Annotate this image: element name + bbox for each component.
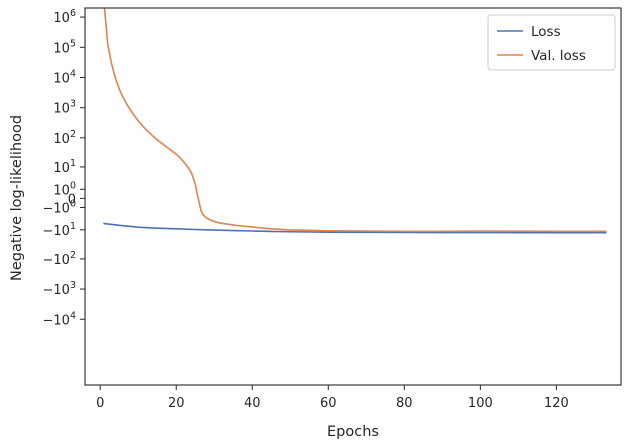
x-tick-label: 100 xyxy=(468,396,493,411)
y-tick-label: −101 xyxy=(43,221,76,239)
y-axis-label: Negative log-likelihood xyxy=(9,115,25,281)
x-tick-label: 120 xyxy=(544,396,569,411)
x-axis: 0 20 40 60 80 100 120 xyxy=(96,385,569,411)
x-tick-label: 80 xyxy=(396,396,413,411)
y-tick-label: −103 xyxy=(43,280,76,298)
legend-box xyxy=(487,14,616,71)
legend: Loss Val. loss xyxy=(487,14,616,71)
legend-label-loss: Loss xyxy=(531,24,561,40)
y-tick-label: −102 xyxy=(43,250,76,268)
series-line-loss xyxy=(103,222,607,234)
y-tick-label: 102 xyxy=(53,129,76,147)
x-tick-label: 0 xyxy=(96,396,104,411)
y-tick-label: 100 xyxy=(53,180,76,198)
plot-frame xyxy=(84,7,622,386)
y-tick-label: −104 xyxy=(43,310,76,328)
y-tick-label: 104 xyxy=(53,69,76,87)
y-tick-label: 103 xyxy=(53,99,76,117)
y-tick-label: −100 xyxy=(43,198,76,216)
y-tick-label: 0 xyxy=(68,192,76,207)
legend-label-val-loss: Val. loss xyxy=(531,48,586,64)
x-tick-label: 40 xyxy=(244,396,261,411)
y-tick-label: 101 xyxy=(53,158,76,176)
x-tick-label: 60 xyxy=(320,396,337,411)
y-tick-label: 106 xyxy=(53,8,76,26)
series-layer xyxy=(103,8,607,234)
x-tick-label: 20 xyxy=(168,396,185,411)
series-line-val-loss xyxy=(103,8,607,233)
y-tick-label: 105 xyxy=(53,38,76,56)
x-axis-label: Epochs xyxy=(327,424,379,440)
